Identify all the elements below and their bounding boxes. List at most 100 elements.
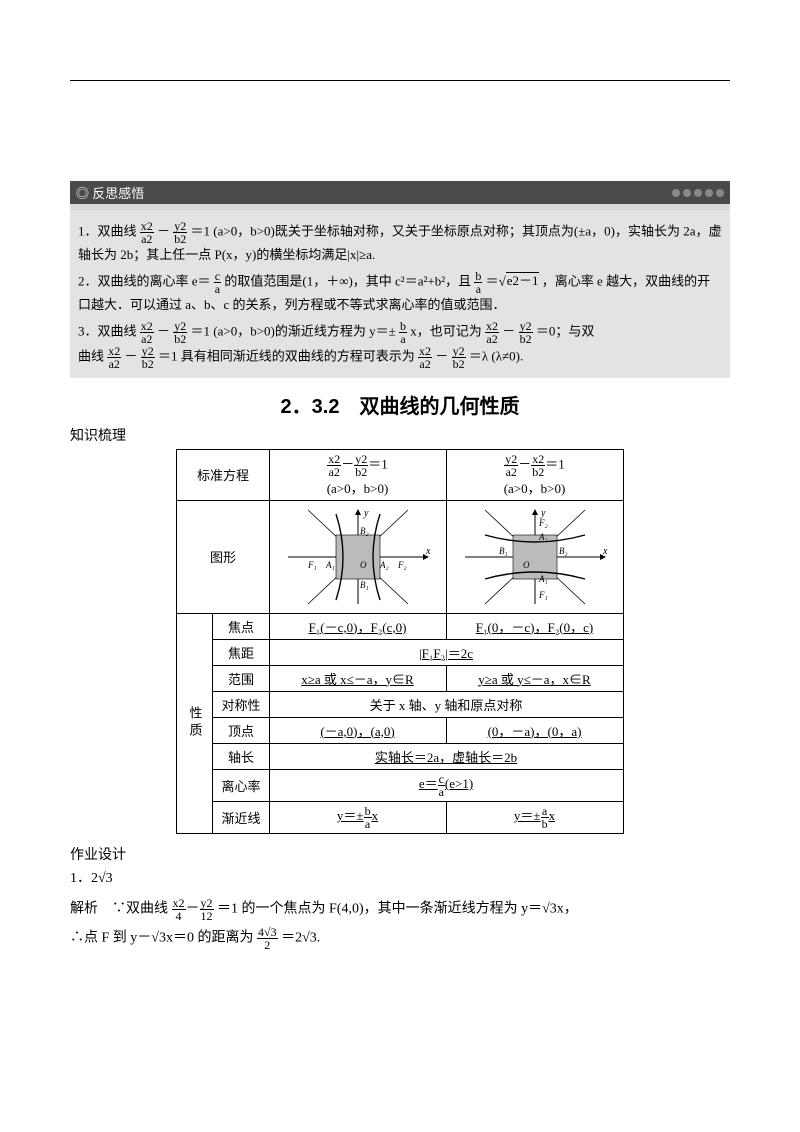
fraction: ba bbox=[474, 270, 482, 295]
cell-head: 离心率 bbox=[213, 769, 269, 801]
hw-heading: 作业设计 bbox=[70, 844, 730, 868]
text: ＝1 bbox=[191, 223, 211, 238]
fraction: y2b2 bbox=[173, 220, 187, 245]
text: 曲线 bbox=[78, 348, 104, 363]
fraction: x2a2 bbox=[107, 345, 121, 370]
section-title: 2．3.2 双曲线的几何性质 bbox=[70, 390, 730, 419]
reflection-title: ◎ 反思感悟 bbox=[76, 183, 144, 202]
minus: － bbox=[125, 348, 138, 363]
knowledge-heading: 知识梳理 bbox=[70, 425, 730, 445]
text: 1．双曲线 bbox=[78, 223, 137, 238]
cell-graph-2: y x O F₂ A₂ A₁ F₁ B₁ B₂ bbox=[446, 500, 623, 613]
fraction: y2b2 bbox=[173, 320, 187, 345]
svg-text:x: x bbox=[425, 546, 431, 557]
table-row: 顶点 (－a,0)，(a,0) (0，－a)，(0，a) bbox=[177, 717, 623, 743]
svg-text:B₁: B₁ bbox=[360, 580, 369, 590]
cell: 实轴长＝2a，虚轴长＝2b bbox=[269, 743, 623, 769]
svg-text:A₁: A₁ bbox=[325, 560, 335, 570]
properties-table: 标准方程 x2a2－y2b2＝1 (a>0，b>0) y2a2－x2b2＝1 (… bbox=[176, 449, 623, 834]
cell-prop-label: 性质 bbox=[177, 613, 213, 833]
text: 3．双曲线 bbox=[78, 323, 137, 338]
cell-head: 焦距 bbox=[213, 639, 269, 665]
table-row: 对称性 关于 x 轴、y 轴和原点对称 bbox=[177, 691, 623, 717]
cell-graph-label: 图形 bbox=[177, 500, 269, 613]
svg-text:B₂: B₂ bbox=[559, 546, 568, 556]
text: ＝1 bbox=[191, 323, 211, 338]
reflect-item-3: 3．双曲线 x2a2 － y2b2 ＝1 (a>0，b>0)的渐近线方程为 y＝… bbox=[78, 320, 722, 370]
svg-text:A₂: A₂ bbox=[538, 532, 548, 542]
sqrt-content: e2－1 bbox=[506, 272, 539, 288]
fraction: ca bbox=[214, 270, 221, 295]
svg-text:x: x bbox=[602, 546, 608, 557]
cell-head: 轴长 bbox=[213, 743, 269, 769]
cell: x≥a 或 x≤－a，y∈R bbox=[269, 665, 446, 691]
text: x，也可记为 bbox=[410, 323, 482, 338]
hw-explain-2: ∴点 F 到 y－√3x＝0 的距离为 4√32 ＝2√3. bbox=[70, 926, 730, 951]
svg-text:F₂: F₂ bbox=[538, 518, 548, 528]
minus: － bbox=[157, 323, 170, 338]
cell: e＝ca(e>1) bbox=[269, 769, 623, 801]
minus: － bbox=[502, 323, 515, 338]
top-rule bbox=[70, 80, 730, 81]
cell: (－a,0)，(a,0) bbox=[269, 717, 446, 743]
fraction: x2a2 bbox=[485, 320, 499, 345]
cell: (0，－a)，(0，a) bbox=[446, 717, 623, 743]
fraction: x2a2 bbox=[140, 320, 154, 345]
cell-head: 对称性 bbox=[213, 691, 269, 717]
text: 2．双曲线的离心率 e＝ bbox=[78, 273, 211, 288]
fraction: y2b2 bbox=[519, 320, 533, 345]
text: ＝1 具有相同渐近线的双曲线的方程可表示为 bbox=[158, 348, 415, 363]
homework-block: 作业设计 1．2√3 解析 ∵双曲线 x24－y212 ＝1 的一个焦点为 F(… bbox=[70, 844, 730, 952]
svg-text:A₂: A₂ bbox=[379, 560, 389, 570]
text: ＝2√3. bbox=[281, 931, 320, 946]
fraction: x2a2 bbox=[140, 220, 154, 245]
table-row: 轴长 实轴长＝2a，虚轴长＝2b bbox=[177, 743, 623, 769]
fraction: y2b2 bbox=[141, 345, 155, 370]
header-dots bbox=[669, 185, 724, 201]
cell: y≥a 或 y≤－a，x∈R bbox=[446, 665, 623, 691]
hyperbola-vertical-icon: y x O F₂ A₂ A₁ F₁ B₁ B₂ bbox=[455, 504, 615, 610]
svg-text:B₁: B₁ bbox=[499, 546, 508, 556]
svg-text:F₁: F₁ bbox=[307, 560, 317, 570]
document-page: ◎ 反思感悟 1．双曲线 x2a2 － y2b2 ＝1 (a>0，b>0)既关于… bbox=[0, 0, 800, 991]
hyperbola-horizontal-icon: y x O F₁ A₁ A₂ F₂ B₂ B₁ bbox=[278, 504, 438, 610]
hw-q1: 1．2√3 bbox=[70, 867, 730, 891]
fraction: y212 bbox=[200, 897, 214, 922]
minus: － bbox=[157, 223, 170, 238]
hw-explain-1: 解析 ∵双曲线 x24－y212 ＝1 的一个焦点为 F(4,0)，其中一条渐近… bbox=[70, 897, 730, 922]
cell-eq1: x2a2－y2b2＝1 (a>0，b>0) bbox=[269, 449, 446, 500]
table-row: 性质 焦点 F₁(－c,0)，F₂(c,0) F₁(0，－c)，F₂(0，c) bbox=[177, 613, 623, 639]
cell-head: 渐近线 bbox=[213, 801, 269, 833]
text: ∴点 F 到 y－√3x＝0 的距离为 bbox=[70, 931, 253, 946]
cell-head: 范围 bbox=[213, 665, 269, 691]
text: ＝1 的一个焦点为 F(4,0)，其中一条渐近线方程为 y＝√3x， bbox=[217, 902, 578, 917]
cell: F₁(0，－c)，F₂(0，c) bbox=[446, 613, 623, 639]
svg-text:F₂: F₂ bbox=[397, 560, 407, 570]
table-row: 范围 x≥a 或 x≤－a，y∈R y≥a 或 y≤－a，x∈R bbox=[177, 665, 623, 691]
minus: － bbox=[435, 348, 448, 363]
fraction: 4√32 bbox=[257, 926, 278, 951]
text: (a>0，b>0)的渐近线方程为 y＝± bbox=[213, 323, 395, 338]
fraction: ba bbox=[399, 320, 407, 345]
svg-text:A₁: A₁ bbox=[538, 574, 548, 584]
table-row: 图形 y x O F₁ A₁ A₂ F₂ bbox=[177, 500, 623, 613]
reflect-item-2: 2．双曲线的离心率 e＝ ca 的取值范围是(1，＋∞)，其中 c²＝a²+b²… bbox=[78, 270, 722, 316]
fraction: x2a2 bbox=[418, 345, 432, 370]
cell-eq2: y2a2－x2b2＝1 (a>0，b>0) bbox=[446, 449, 623, 500]
table-row: 标准方程 x2a2－y2b2＝1 (a>0，b>0) y2a2－x2b2＝1 (… bbox=[177, 449, 623, 500]
cell-head: 焦点 bbox=[213, 613, 269, 639]
table-row: 渐近线 y＝±bax y＝±abx bbox=[177, 801, 623, 833]
cell: F₁(－c,0)，F₂(c,0) bbox=[269, 613, 446, 639]
text: ＝0；与双 bbox=[536, 323, 595, 338]
text: ＝ bbox=[486, 273, 499, 288]
svg-text:O: O bbox=[523, 560, 530, 570]
text: 的取值范围是(1，＋∞)，其中 c²＝a²+b²，且 bbox=[224, 273, 471, 288]
cell: y＝±abx bbox=[446, 801, 623, 833]
cell-graph-1: y x O F₁ A₁ A₂ F₂ B₂ B₁ bbox=[269, 500, 446, 613]
svg-text:B₂: B₂ bbox=[360, 526, 369, 536]
svg-text:F₁: F₁ bbox=[538, 590, 548, 600]
reflection-body: 1．双曲线 x2a2 － y2b2 ＝1 (a>0，b>0)既关于坐标轴对称，又… bbox=[70, 210, 730, 378]
fraction: x24 bbox=[172, 897, 186, 922]
fraction: y2b2 bbox=[452, 345, 466, 370]
svg-text:O: O bbox=[360, 560, 367, 570]
